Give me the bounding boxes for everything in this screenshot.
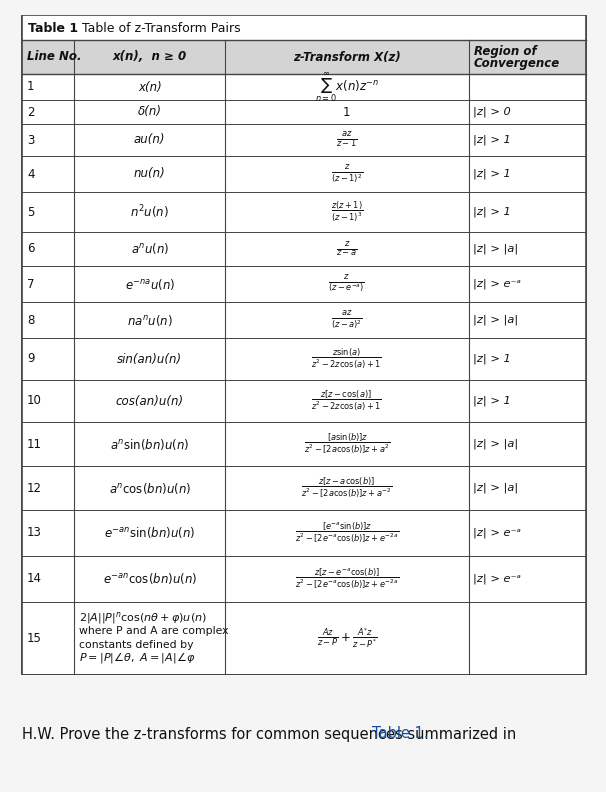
Text: $\frac{az}{z-1}$: $\frac{az}{z-1}$ xyxy=(336,131,358,150)
Text: $e^{-na}u(n)$: $e^{-na}u(n)$ xyxy=(125,276,175,291)
Text: $\frac{z\sin(a)}{z^{2}-2z\cos(a)+1}$: $\frac{z\sin(a)}{z^{2}-2z\cos(a)+1}$ xyxy=(311,347,382,371)
Text: cos(an)u(n): cos(an)u(n) xyxy=(116,394,184,408)
Text: 4: 4 xyxy=(27,167,35,181)
Bar xyxy=(22,380,586,422)
Text: 12: 12 xyxy=(27,482,42,494)
Text: Region of: Region of xyxy=(474,45,536,59)
Text: |z| > 1: |z| > 1 xyxy=(473,396,510,406)
Text: z-Transform X(z): z-Transform X(z) xyxy=(293,51,401,63)
Text: |z| > 1: |z| > 1 xyxy=(473,169,510,179)
Text: $2|A||P|^{n}\cos(n\theta+\varphi)u(n)$: $2|A||P|^{n}\cos(n\theta+\varphi)u(n)$ xyxy=(79,611,207,626)
Text: 2: 2 xyxy=(27,105,35,119)
Text: Table of z-Transform Pairs: Table of z-Transform Pairs xyxy=(70,21,241,35)
Text: 9: 9 xyxy=(27,352,35,365)
Text: Convergence: Convergence xyxy=(474,56,560,70)
Text: |z| > |a|: |z| > |a| xyxy=(473,439,518,449)
Text: 14: 14 xyxy=(27,573,42,585)
Text: |z| > 1: |z| > 1 xyxy=(473,354,510,364)
Text: Line No.: Line No. xyxy=(27,51,81,63)
Text: |z| > 1: |z| > 1 xyxy=(473,135,510,145)
Text: |z| > 1: |z| > 1 xyxy=(473,207,510,217)
Text: $\frac{[a\sin(b)]z}{z^{2}-[2a\cos(b)]z+a^{2}}$: $\frac{[a\sin(b)]z}{z^{2}-[2a\cos(b)]z+a… xyxy=(304,432,390,456)
Text: $\frac{z}{(z-e^{-a})}$: $\frac{z}{(z-e^{-a})}$ xyxy=(328,273,365,295)
Bar xyxy=(22,510,586,556)
Text: 5: 5 xyxy=(27,205,35,219)
Text: $\frac{Az}{z-P}+\frac{A^{*}z}{z-P^{*}}$: $\frac{Az}{z-P}+\frac{A^{*}z}{z-P^{*}}$ xyxy=(317,626,377,649)
Text: 3: 3 xyxy=(27,134,35,147)
Text: |z| > e⁻ᵃ: |z| > e⁻ᵃ xyxy=(473,279,521,289)
Bar xyxy=(22,302,586,338)
Text: $e^{-an}\cos(bn)u(n)$: $e^{-an}\cos(bn)u(n)$ xyxy=(102,572,197,587)
Text: x(n): x(n) xyxy=(138,81,162,93)
Bar xyxy=(22,74,586,100)
Text: |z| > |a|: |z| > |a| xyxy=(473,314,518,326)
Text: $a^{n}u(n)$: $a^{n}u(n)$ xyxy=(130,242,169,257)
Text: $\frac{z[z-e^{-a}\cos(b)]}{z^{2}-[2e^{-a}\cos(b)]z+e^{-2a}}$: $\frac{z[z-e^{-a}\cos(b)]}{z^{2}-[2e^{-a… xyxy=(295,567,399,592)
Text: $\frac{az}{(z-a)^{2}}$: $\frac{az}{(z-a)^{2}}$ xyxy=(331,309,363,331)
Text: 10: 10 xyxy=(27,394,42,408)
Text: au(n): au(n) xyxy=(134,134,165,147)
Text: nu(n): nu(n) xyxy=(134,167,165,181)
Bar xyxy=(22,232,586,266)
Text: |z| > e⁻ᵃ: |z| > e⁻ᵃ xyxy=(473,527,521,539)
Text: $\frac{z}{z-a}$: $\frac{z}{z-a}$ xyxy=(336,240,358,258)
Bar xyxy=(22,156,586,192)
Text: $e^{-an}\sin(bn)u(n)$: $e^{-an}\sin(bn)u(n)$ xyxy=(104,526,195,540)
Bar xyxy=(22,266,586,302)
Text: 1: 1 xyxy=(343,105,351,119)
Text: H.W. Prove the z-transforms for common sequences summarized in: H.W. Prove the z-transforms for common s… xyxy=(22,726,521,741)
Text: $\frac{z[z-a\cos(b)]}{z^{2}-[2a\cos(b)]z+a^{-2}}$: $\frac{z[z-a\cos(b)]}{z^{2}-[2a\cos(b)]z… xyxy=(301,476,393,501)
Text: $a^{n}\sin(bn)u(n)$: $a^{n}\sin(bn)u(n)$ xyxy=(110,436,190,451)
Text: 13: 13 xyxy=(27,527,42,539)
Bar xyxy=(22,338,586,380)
Text: |z| > e⁻ᵃ: |z| > e⁻ᵃ xyxy=(473,573,521,584)
Text: $\frac{z}{(z-1)^{2}}$: $\frac{z}{(z-1)^{2}}$ xyxy=(331,163,363,185)
Text: 6: 6 xyxy=(27,242,35,256)
Text: $n^{2}u(n)$: $n^{2}u(n)$ xyxy=(130,204,169,221)
Bar xyxy=(22,556,586,602)
Bar xyxy=(22,16,586,674)
Bar xyxy=(22,100,586,124)
Text: 15: 15 xyxy=(27,631,42,645)
Text: sin(an)u(n): sin(an)u(n) xyxy=(117,352,182,365)
Text: $\frac{z(z+1)}{(z-1)^{3}}$: $\frac{z(z+1)}{(z-1)^{3}}$ xyxy=(331,200,363,224)
Text: $\frac{z[z-\cos(a)]}{z^{2}-2z\cos(a)+1}$: $\frac{z[z-\cos(a)]}{z^{2}-2z\cos(a)+1}$ xyxy=(311,389,382,413)
Text: x(n),  n ≥ 0: x(n), n ≥ 0 xyxy=(113,51,187,63)
Bar xyxy=(22,124,586,156)
Text: $a^{n}\cos(bn)u(n)$: $a^{n}\cos(bn)u(n)$ xyxy=(108,481,191,496)
Text: where P and A are complex: where P and A are complex xyxy=(79,626,229,637)
Bar xyxy=(22,40,586,74)
Bar xyxy=(22,16,586,40)
Text: $\frac{[e^{-a}\sin(b)]z}{z^{2}-[2e^{-a}\cos(b)]z+e^{-2a}}$: $\frac{[e^{-a}\sin(b)]z}{z^{2}-[2e^{-a}\… xyxy=(295,520,399,545)
Bar xyxy=(22,192,586,232)
Bar xyxy=(22,422,586,466)
Text: |z| > |a|: |z| > |a| xyxy=(473,483,518,493)
Text: 1: 1 xyxy=(27,81,35,93)
Bar xyxy=(22,602,586,674)
Text: Table 1: Table 1 xyxy=(28,21,78,35)
Text: |z| > |a|: |z| > |a| xyxy=(473,244,518,254)
Text: 8: 8 xyxy=(27,314,35,326)
Text: δ(n): δ(n) xyxy=(138,105,162,119)
Text: constants defined by: constants defined by xyxy=(79,639,194,649)
Text: $na^{n}u(n)$: $na^{n}u(n)$ xyxy=(127,313,173,328)
Text: 7: 7 xyxy=(27,277,35,291)
Text: $P = |P|\angle\theta,\ A = |A|\angle\varphi$: $P = |P|\angle\theta,\ A = |A|\angle\var… xyxy=(79,650,196,665)
Text: Table 1.: Table 1. xyxy=(371,726,428,741)
Text: 11: 11 xyxy=(27,437,42,451)
Bar xyxy=(22,466,586,510)
Text: |z| > 0: |z| > 0 xyxy=(473,107,510,117)
Text: $\sum_{n=0}^{\infty} x(n)z^{-n}$: $\sum_{n=0}^{\infty} x(n)z^{-n}$ xyxy=(315,70,379,104)
